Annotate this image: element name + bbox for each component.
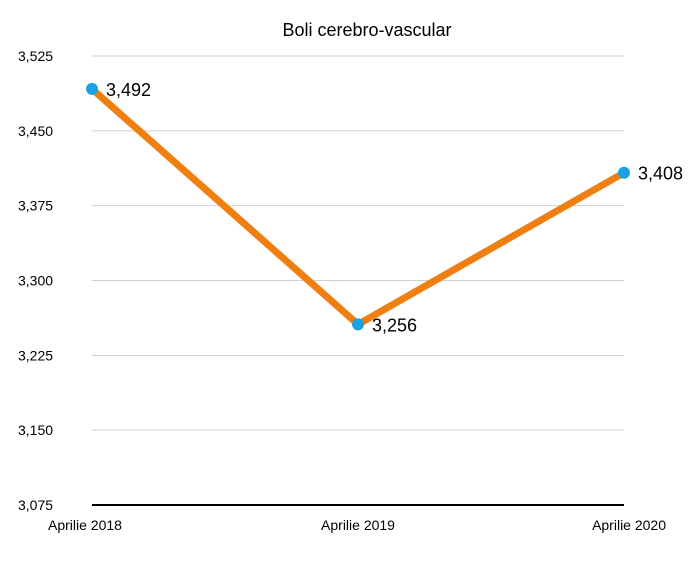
x-tick-label: Aprilie 2019 [321,517,395,533]
series-line [88,85,628,328]
y-tick-label: 3,450 [18,123,53,139]
y-tick-label: 3,300 [18,273,53,289]
data-point-marker [86,82,98,95]
series-markers [86,82,630,331]
chart-title: Boli cerebro-vascular [282,20,451,40]
data-point-marker [352,318,364,331]
data-label: 3,408 [638,164,683,184]
data-label: 3,492 [106,80,151,100]
y-tick-label: 3,225 [18,347,53,363]
y-tick-label: 3,525 [18,48,53,64]
y-axis-tick-labels: 3,075 3,150 3,225 3,300 3,375 3,450 3,525 [18,48,53,513]
series-lines [88,85,628,328]
y-tick-label: 3,150 [18,422,53,438]
x-tick-label: Aprilie 2020 [592,517,666,533]
data-label: 3,256 [372,315,417,335]
x-axis-tick-labels: Aprilie 2018 Aprilie 2019 Aprilie 2020 [48,517,666,533]
data-point-marker [618,166,630,179]
y-tick-label: 3,375 [18,198,53,214]
y-tick-label: 3,075 [18,497,53,513]
gridlines [92,55,624,431]
x-tick-label: Aprilie 2018 [48,517,122,533]
data-labels: 3,492 3,256 3,408 [106,80,683,335]
